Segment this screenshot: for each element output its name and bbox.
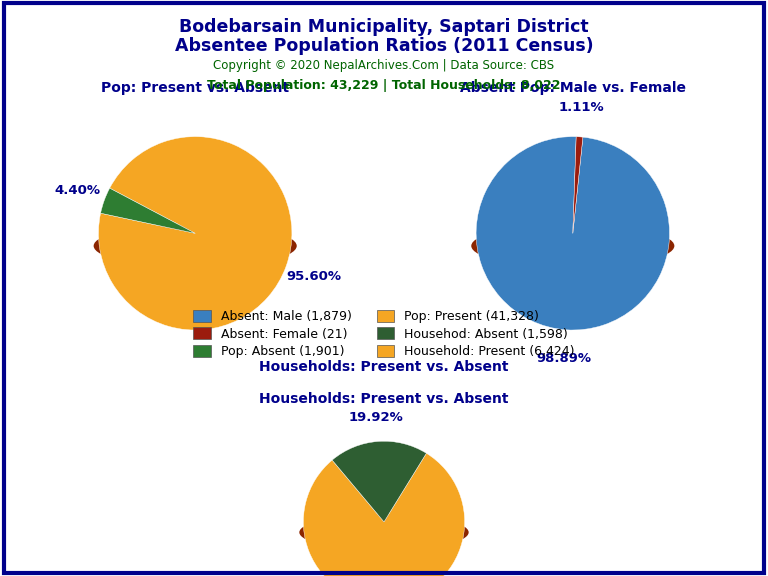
Text: Total Population: 43,229 | Total Households: 8,022: Total Population: 43,229 | Total Househo… [207,79,561,93]
Text: 4.40%: 4.40% [54,184,100,197]
Wedge shape [573,137,583,233]
Title: Absent Pop: Male vs. Female: Absent Pop: Male vs. Female [460,81,686,96]
Text: Bodebarsain Municipality, Saptari District: Bodebarsain Municipality, Saptari Distri… [179,18,589,36]
Text: 19.92%: 19.92% [349,411,404,424]
Text: 95.60%: 95.60% [286,270,341,283]
Wedge shape [303,453,465,576]
Wedge shape [101,188,195,233]
Ellipse shape [300,514,468,551]
Wedge shape [98,137,292,330]
Text: 98.89%: 98.89% [537,353,591,365]
Ellipse shape [472,224,674,268]
Title: Pop: Present vs. Absent: Pop: Present vs. Absent [101,81,290,96]
Title: Households: Present vs. Absent: Households: Present vs. Absent [260,360,508,374]
Text: Absentee Population Ratios (2011 Census): Absentee Population Ratios (2011 Census) [174,37,594,55]
Wedge shape [333,441,426,522]
Title: Households: Present vs. Absent: Households: Present vs. Absent [260,392,508,407]
Legend: Absent: Male (1,879), Absent: Female (21), Pop: Absent (1,901), Pop: Present (41: Absent: Male (1,879), Absent: Female (21… [194,310,574,358]
Wedge shape [476,137,670,330]
Text: 1.11%: 1.11% [559,101,604,115]
Ellipse shape [94,224,296,268]
Text: Copyright © 2020 NepalArchives.Com | Data Source: CBS: Copyright © 2020 NepalArchives.Com | Dat… [214,59,554,73]
